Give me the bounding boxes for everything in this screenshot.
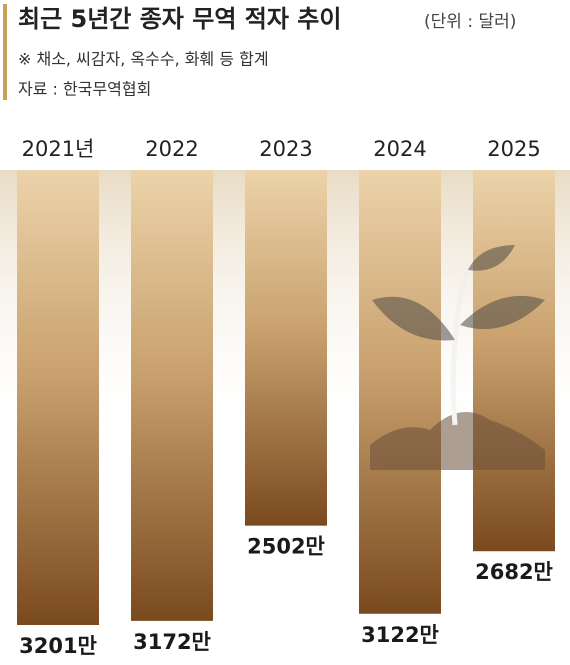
value-label: 3172만 <box>133 630 211 654</box>
x-tick-label: 2025 <box>487 137 540 161</box>
x-tick-label: 2022 <box>145 137 198 161</box>
plant-illustration <box>370 245 545 470</box>
unit: (단위 : 달러) <box>424 12 516 32</box>
bar <box>359 170 441 614</box>
accent-bar <box>3 4 7 100</box>
x-tick-label: 2023 <box>259 137 312 161</box>
bar <box>131 170 213 621</box>
source: 자료 : 한국무역협회 <box>18 80 151 99</box>
value-label: 3122만 <box>361 623 439 647</box>
bar <box>17 170 99 625</box>
x-tick-label: 2024 <box>373 137 426 161</box>
value-label: 2502만 <box>247 535 325 559</box>
value-label: 3201만 <box>19 634 97 658</box>
bar <box>245 170 327 526</box>
value-label: 2682만 <box>475 560 553 584</box>
note: ※ 채소, 씨감자, 옥수수, 화훼 등 합계 <box>18 50 269 69</box>
bar <box>473 170 555 552</box>
bars <box>17 170 555 625</box>
labels: 2021년 3201만 2022 3172만 2023 2502만 2024 3122만 202… <box>19 137 553 658</box>
chart-title: 최근 5년간 종자 무역 적자 추이 <box>18 5 341 33</box>
x-tick-label: 2021년 <box>22 137 95 161</box>
